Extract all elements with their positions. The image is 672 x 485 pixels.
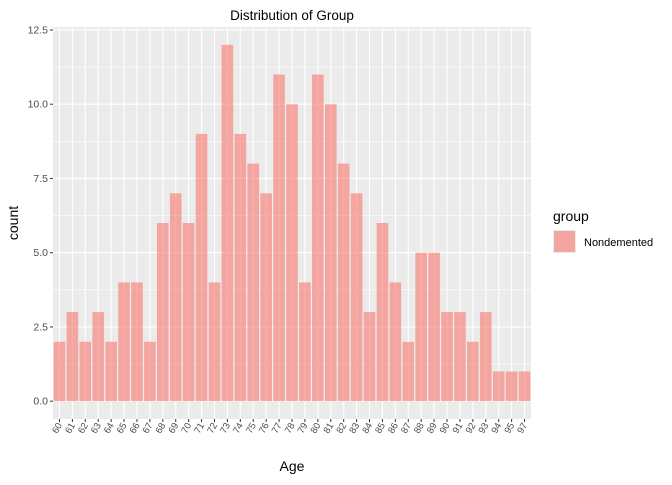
bar-age-65 — [118, 282, 130, 402]
x-tick-label: 89 — [425, 421, 440, 436]
legend-label: Nondemented — [584, 237, 653, 249]
y-axis-ticks: 0.0 2.5 5.0 7.5 10.0 12.5 — [28, 24, 53, 408]
bar-age-66 — [131, 282, 143, 402]
bar-age-77 — [273, 74, 285, 402]
x-tick-label: 68 — [154, 421, 169, 436]
bar-age-69 — [169, 193, 182, 402]
bar-age-97 — [518, 371, 531, 402]
x-tick-label: 93 — [477, 421, 492, 436]
bar-age-87 — [402, 341, 415, 402]
bar-age-93 — [479, 312, 492, 402]
bar-age-83 — [350, 193, 363, 402]
x-tick-label: 87 — [399, 421, 414, 436]
bar-age-70 — [182, 223, 195, 402]
x-tick-label: 91 — [451, 421, 466, 436]
x-tick-label: 76 — [257, 421, 272, 436]
bar-age-79 — [299, 282, 311, 402]
bar-age-78 — [286, 104, 298, 402]
x-tick-label: 90 — [438, 421, 453, 436]
y-tick-label: 10.0 — [28, 99, 49, 111]
bar-age-90 — [441, 312, 453, 402]
x-tick-label: 80 — [309, 421, 324, 436]
x-tick-label: 62 — [76, 421, 91, 436]
x-tick-label: 60 — [50, 421, 65, 436]
bar-age-68 — [156, 223, 169, 402]
bar-age-73 — [221, 44, 234, 402]
bar-age-85 — [376, 223, 389, 402]
bar-age-61 — [66, 312, 79, 402]
x-tick-label: 83 — [347, 421, 362, 436]
x-tick-label: 75 — [244, 421, 259, 436]
x-tick-label: 67 — [141, 421, 156, 436]
x-tick-label: 70 — [179, 421, 194, 436]
x-axis-ticks: 6061626364656667686970717273747576777879… — [50, 419, 530, 436]
bar-age-76 — [260, 193, 272, 402]
y-tick-label: 0.0 — [33, 396, 48, 408]
bar-age-62 — [79, 341, 92, 402]
x-tick-label: 66 — [128, 421, 143, 436]
bar-age-91 — [454, 312, 466, 402]
bar-age-84 — [363, 312, 376, 402]
bar-age-95 — [505, 371, 518, 402]
x-tick-label: 74 — [231, 421, 246, 436]
x-tick-label: 64 — [102, 421, 117, 436]
bar-age-89 — [428, 252, 440, 402]
bar-age-75 — [247, 163, 260, 402]
y-axis-label: count — [5, 206, 21, 240]
bar-age-82 — [337, 163, 350, 402]
x-tick-label: 86 — [386, 421, 401, 436]
bar-age-60 — [53, 341, 66, 402]
legend-key-swatch — [554, 231, 575, 252]
x-tick-label: 78 — [283, 421, 298, 436]
bar-age-63 — [92, 312, 105, 402]
bar-age-81 — [324, 104, 337, 402]
x-tick-label: 94 — [489, 421, 504, 436]
bar-age-86 — [389, 282, 402, 402]
x-tick-label: 72 — [205, 421, 220, 436]
bar-age-80 — [312, 74, 324, 402]
x-tick-label: 61 — [63, 421, 78, 436]
chart-title: Distribution of Group — [230, 8, 354, 23]
x-tick-label: 77 — [270, 421, 285, 436]
y-tick-label: 2.5 — [33, 321, 48, 333]
x-tick-label: 69 — [167, 421, 182, 436]
x-tick-label: 81 — [322, 421, 337, 436]
x-axis-label: Age — [280, 458, 305, 474]
bar-age-74 — [234, 133, 247, 402]
x-tick-label: 79 — [296, 421, 311, 436]
x-tick-label: 82 — [334, 421, 349, 436]
x-tick-label: 65 — [115, 421, 130, 436]
legend-title: group — [553, 208, 589, 224]
x-tick-label: 88 — [412, 421, 427, 436]
bar-age-71 — [195, 133, 208, 402]
x-tick-label: 97 — [515, 421, 530, 436]
bar-age-67 — [144, 341, 156, 402]
x-tick-label: 85 — [373, 421, 388, 436]
legend: group Nondemented — [553, 208, 653, 253]
x-tick-label: 73 — [218, 421, 233, 436]
x-tick-label: 63 — [89, 421, 104, 436]
x-tick-label: 95 — [502, 421, 517, 436]
x-tick-label: 92 — [464, 421, 479, 436]
y-tick-label: 5.0 — [33, 247, 48, 259]
bar-age-72 — [208, 282, 221, 402]
bar-age-64 — [105, 341, 117, 402]
x-tick-label: 71 — [192, 421, 207, 436]
bar-age-88 — [415, 252, 428, 402]
bar-age-92 — [467, 341, 479, 402]
y-tick-label: 12.5 — [28, 24, 49, 36]
x-tick-label: 84 — [360, 421, 375, 436]
bar-age-94 — [492, 371, 505, 402]
y-tick-label: 7.5 — [33, 173, 48, 185]
bars — [53, 44, 531, 402]
